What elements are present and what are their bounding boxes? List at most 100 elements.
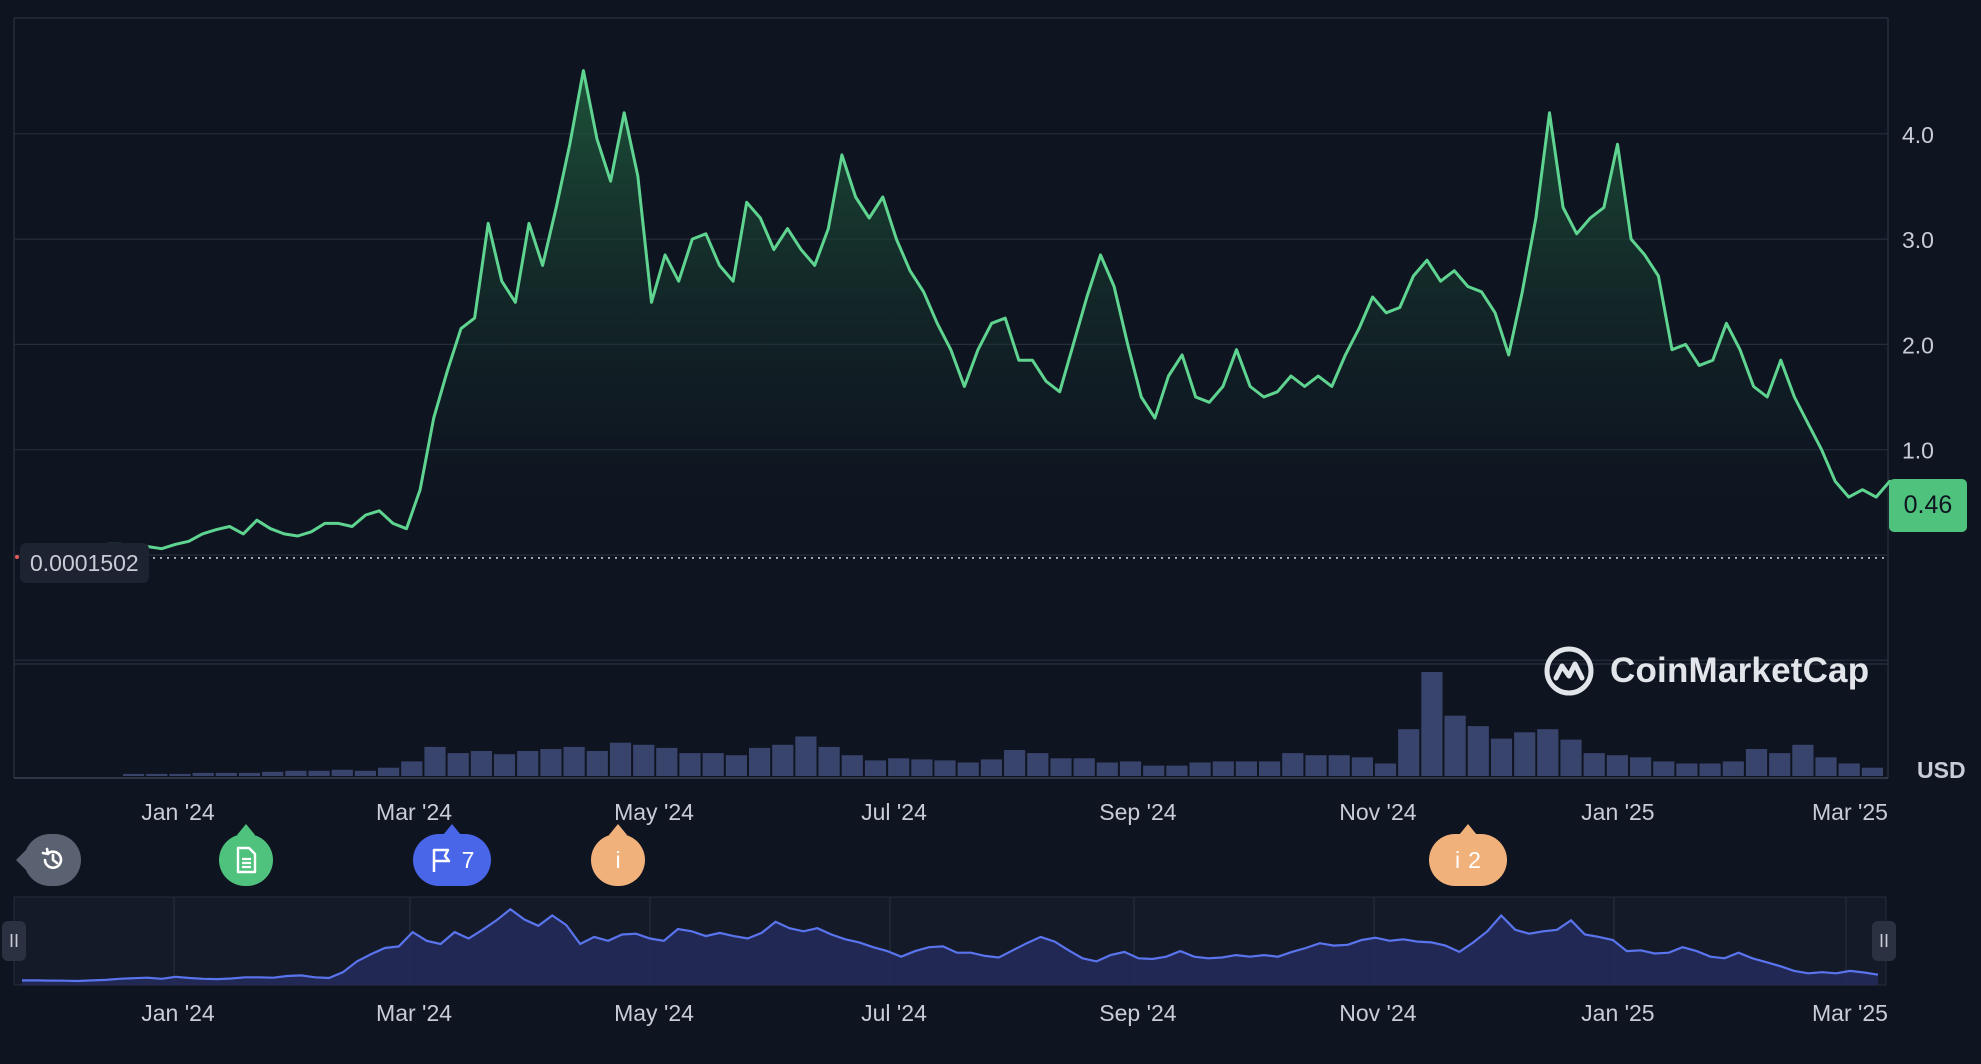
navigator-x-tick-label: Sep '24 — [1099, 1000, 1176, 1026]
volume-bar — [1467, 726, 1489, 776]
price-point — [1031, 359, 1033, 361]
price-point — [963, 385, 966, 388]
price-point — [1712, 359, 1714, 361]
price-point — [596, 138, 598, 140]
price-point — [1385, 312, 1387, 314]
price-point — [269, 528, 272, 530]
volume-bar — [725, 755, 747, 776]
price-point — [514, 301, 517, 303]
volume-bar — [1328, 755, 1350, 776]
volume-bar — [679, 753, 701, 776]
price-point — [1181, 354, 1183, 356]
volume-bar — [1096, 762, 1118, 776]
info-event-pin-group[interactable]: i 2 — [1429, 824, 1507, 886]
price-point — [1848, 496, 1850, 498]
volume-bar — [238, 772, 261, 776]
volume-bar — [331, 769, 353, 776]
price-point — [1671, 349, 1673, 351]
price-line — [107, 69, 1919, 551]
brand-watermark: CoinMarketCap — [1542, 644, 1869, 698]
volume-bar — [864, 760, 887, 776]
price-point — [310, 531, 312, 533]
volume-bar — [1259, 761, 1281, 776]
volume-bar — [1351, 757, 1373, 776]
price-point — [1603, 206, 1605, 209]
volume-bar — [1838, 763, 1860, 776]
price-point — [1426, 259, 1428, 261]
volume-bar — [493, 754, 516, 776]
volume-bar — [447, 753, 469, 776]
x-tick-label: Mar '24 — [376, 799, 452, 825]
price-point — [1072, 343, 1074, 345]
volume-bar — [1166, 765, 1188, 776]
price-point — [827, 228, 829, 230]
price-point — [1657, 275, 1659, 277]
price-point — [161, 548, 163, 550]
volume-bar — [401, 761, 423, 776]
navigator-x-tick-label: Jan '25 — [1581, 1000, 1654, 1026]
price-point — [242, 533, 244, 535]
volume-bar — [749, 747, 771, 776]
price-point — [773, 249, 775, 251]
axis-labels: 1.0 2.0 3.0 4.0 USD Jan '24 Mar '24 May '24 Jul … — [141, 122, 1965, 825]
volume-bar — [1235, 761, 1257, 776]
price-point — [610, 180, 612, 182]
price-point — [1127, 343, 1129, 345]
price-point — [392, 522, 394, 525]
y-tick-label: 3.0 — [1902, 227, 1934, 253]
volume-bar — [1653, 761, 1675, 776]
volume-bar — [633, 744, 655, 776]
volume-bar — [1004, 750, 1026, 776]
volume-bar — [1722, 761, 1744, 776]
price-point — [365, 514, 367, 516]
price-point — [1480, 291, 1483, 293]
price-point — [1576, 233, 1578, 235]
navigator-x-tick-label: Mar '24 — [376, 1000, 452, 1026]
history-icon — [41, 847, 62, 869]
price-point — [977, 349, 979, 351]
price-point — [1059, 391, 1061, 393]
price-point — [759, 217, 761, 219]
price-point — [1208, 401, 1210, 403]
volume-bar — [1676, 763, 1698, 776]
price-point — [882, 196, 884, 198]
price-point — [460, 328, 462, 330]
price-point — [297, 535, 299, 537]
price-point — [188, 540, 190, 542]
volume-bar — [146, 773, 168, 776]
price-point — [1358, 328, 1360, 330]
document-event-pin[interactable] — [219, 824, 273, 886]
volume-bar — [1583, 753, 1605, 776]
price-point — [1099, 254, 1102, 256]
price-point — [501, 280, 503, 282]
navigator-line — [22, 907, 1879, 983]
price-point — [351, 525, 353, 528]
price-point — [337, 522, 340, 525]
volume-bars — [123, 672, 1883, 776]
price-point — [1412, 275, 1414, 277]
price-point — [1440, 280, 1442, 282]
price-point — [1113, 285, 1115, 288]
info-event-pin[interactable]: i — [591, 824, 645, 886]
x-tick-label: Jan '25 — [1581, 799, 1654, 825]
price-point — [1263, 396, 1265, 398]
volume-bar — [1861, 767, 1883, 776]
history-event-button[interactable] — [24, 834, 81, 886]
navigator-left-handle[interactable]: II — [2, 921, 26, 961]
info-icon: i — [615, 846, 621, 873]
price-point — [1698, 364, 1700, 367]
volume-bar — [586, 751, 608, 776]
navigator-right-handle[interactable]: II — [1872, 921, 1896, 961]
price-point — [1167, 375, 1170, 377]
volume-bar — [123, 773, 145, 776]
volume-bar — [795, 736, 817, 776]
price-point — [215, 529, 217, 531]
volume-bar — [1398, 729, 1420, 776]
price-point — [1780, 359, 1782, 361]
volume-bar — [1444, 715, 1466, 776]
volume-bar — [1421, 672, 1443, 776]
price-point — [555, 206, 557, 209]
flag-event-pin[interactable]: 7 — [413, 824, 491, 886]
